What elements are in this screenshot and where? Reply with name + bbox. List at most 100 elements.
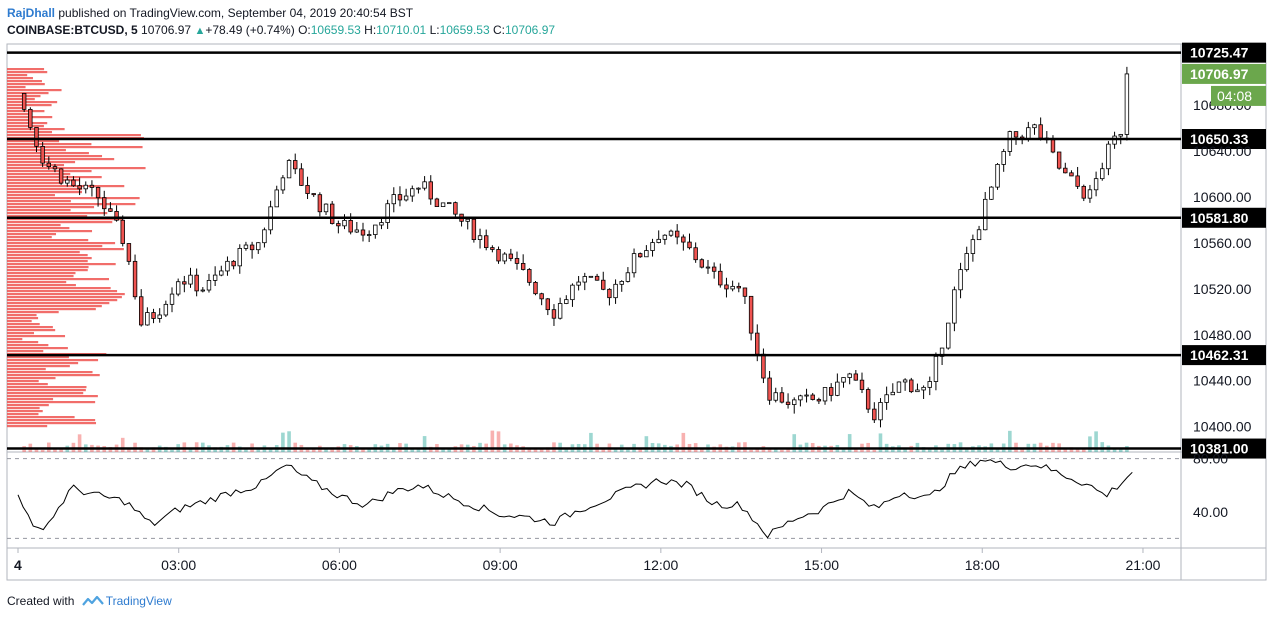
candle-body [736,285,741,289]
volume-profile-bar [7,242,116,245]
candle-body [329,203,335,224]
price-axis[interactable]: 10400.00 10440.00 10480.00 10520.00 10560.00… [1182,63,1266,435]
candle-body [416,187,421,190]
volume-profile-bar [7,323,40,326]
time-tick-label: 03:00 [161,557,196,573]
candle-body [896,381,902,393]
candlestick-series [21,66,1130,428]
volume-bar [268,449,273,452]
candle-body [477,235,483,241]
volume-profile-bar [7,275,74,278]
candle-body [570,284,575,301]
tradingview-brand[interactable]: TradingView [105,594,172,608]
candle-body [262,229,267,244]
horizontal-levels[interactable]: 10725.47 10650.33 10581.80 10462.31 10381.00 [7,42,1266,459]
candle-body [256,242,261,251]
candle-body [132,260,138,298]
candle-body [1106,143,1111,170]
volume-bar [410,449,415,452]
candle-body [872,408,877,421]
volume-profile-bar [7,404,49,407]
volume-profile-bar [7,179,81,182]
candle-body [742,287,748,297]
volume-profile-bar [7,395,98,398]
candle-body [625,272,631,282]
candle-body [514,258,520,264]
volume-profile-bar [7,335,66,338]
candle-body [157,314,162,319]
volume-bar [552,442,556,452]
candle-body [89,184,95,188]
candle-body [687,241,692,249]
level-badge [1182,207,1266,228]
publish-text: published on TradingView.com, September … [58,6,414,20]
candle-body [366,234,372,236]
candle-body [52,166,58,170]
volume-bar [964,448,969,452]
volume-profile-bar [7,191,83,194]
candle-body [40,145,45,164]
volume-profile-bar [7,218,123,221]
volume-bar [40,449,45,452]
volume-bar [1008,430,1012,452]
volume-profile-bar [7,194,55,197]
candle-body [397,194,403,201]
footer: Created with TradingView [7,593,172,609]
candle-body [859,379,865,390]
candle-body [286,160,292,179]
volume-bar [749,449,753,452]
candle-body [607,288,612,299]
volume-profile-bar [7,317,39,320]
candle-body [1100,168,1105,180]
level-badge [1182,438,1266,459]
volume-profile-bar [7,389,86,392]
price-tick-label: 10400.00 [1193,419,1252,435]
candle-body [976,229,982,241]
volume-profile-bar [7,377,56,380]
candle-body [410,188,415,197]
volume-profile-bar [7,209,71,212]
volume-bar [391,448,396,452]
volume-profile-bar [7,392,84,395]
volume-profile-bar [7,107,26,110]
volume-bar [736,442,741,452]
volume-profile-bar [7,68,45,71]
candle-body [1069,172,1074,177]
candle-body [656,238,661,243]
volume-profile-bar [7,296,122,299]
candle-body [1032,124,1037,129]
candle-body [490,247,495,250]
author-name[interactable]: RajDhall [7,6,56,20]
candle-body [1050,139,1056,153]
volume-profile-bar [7,293,125,296]
candle-body [311,193,316,196]
volume-profile-bar [7,80,42,83]
candle-body [946,322,951,349]
volume-bar [773,448,778,452]
volume-profile-bar [7,248,124,251]
candle-body [699,259,705,268]
candle-body [588,275,594,278]
time-tick-label: 4 [14,557,22,573]
price-change: +78.49 (+0.74%) [205,23,295,37]
candle-body [520,263,526,270]
candle-body [792,399,797,405]
countdown-label: 04:08 [1217,88,1252,104]
volume-profile-bar [7,176,102,179]
candle-body [249,244,255,251]
volume-profile-bar [7,101,58,104]
volume-bar [77,434,82,452]
time-tick-label: 09:00 [483,557,518,573]
candle-body [139,296,144,326]
candle-body [576,281,581,286]
volume-bar [53,449,57,452]
candle-body [804,394,809,397]
volume-bar [539,448,544,452]
volume-profile-bar [7,143,92,146]
volume-profile-bar [7,368,46,371]
candle-body [434,198,440,208]
time-axis[interactable]: 4 03:00 06:00 09:00 12:00 15:00 18:00 21:00 [14,548,1161,573]
candle-body [175,281,181,295]
candle-body [761,353,766,379]
